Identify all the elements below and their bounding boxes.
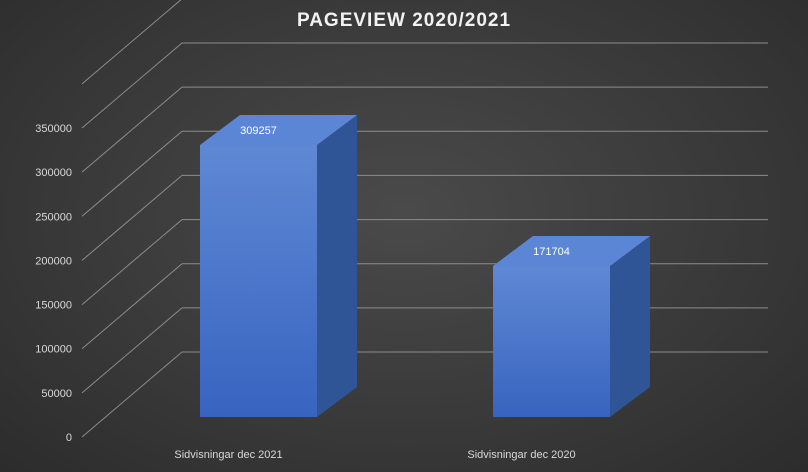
gridline-diagonal xyxy=(81,307,183,394)
y-tick-label: 250000 xyxy=(35,211,72,223)
y-axis-ticks: 0 50000 100000 150000 200000 250000 300000 3500… xyxy=(35,123,72,444)
data-label: 171704 xyxy=(533,246,570,258)
y-tick-label: 300000 xyxy=(35,167,72,179)
bar-side xyxy=(317,115,357,417)
bar-top xyxy=(493,235,650,266)
gridline-diagonal xyxy=(81,0,182,85)
gridline-diagonal xyxy=(81,42,183,129)
bar-2: 171704 xyxy=(493,235,650,417)
x-category-label: Sidvisningar dec 2021 xyxy=(174,449,282,461)
gridline-diagonal xyxy=(81,86,183,173)
bar-side xyxy=(610,235,650,417)
bar-front xyxy=(200,145,317,417)
x-category-label: Sidvisningar dec 2020 xyxy=(467,449,575,461)
y-tick-label: 350000 xyxy=(35,123,72,135)
data-label: 309257 xyxy=(240,125,277,137)
y-tick-label: 0 xyxy=(66,432,72,444)
y-tick-label: 150000 xyxy=(35,300,72,312)
bar-1: 309257 xyxy=(200,115,357,417)
bar-front xyxy=(493,265,610,417)
gridline-diagonal xyxy=(81,175,183,261)
bars: 309257 171704 xyxy=(200,115,650,417)
x-axis-categories: Sidvisningar dec 2021 Sidvisningar dec 20… xyxy=(174,449,575,461)
gridline-diagonal xyxy=(81,351,183,438)
bar-top xyxy=(200,115,357,145)
y-tick-label: 200000 xyxy=(35,255,72,267)
chart-title: PAGEVIEW 2020/2021 xyxy=(296,10,512,31)
y-tick-label: 50000 xyxy=(41,388,72,400)
gridlines xyxy=(81,0,768,438)
gridline-diagonal xyxy=(81,263,183,350)
y-tick-label: 100000 xyxy=(35,344,72,356)
gridline-diagonal xyxy=(81,219,183,305)
gridline-diagonal xyxy=(81,130,183,217)
